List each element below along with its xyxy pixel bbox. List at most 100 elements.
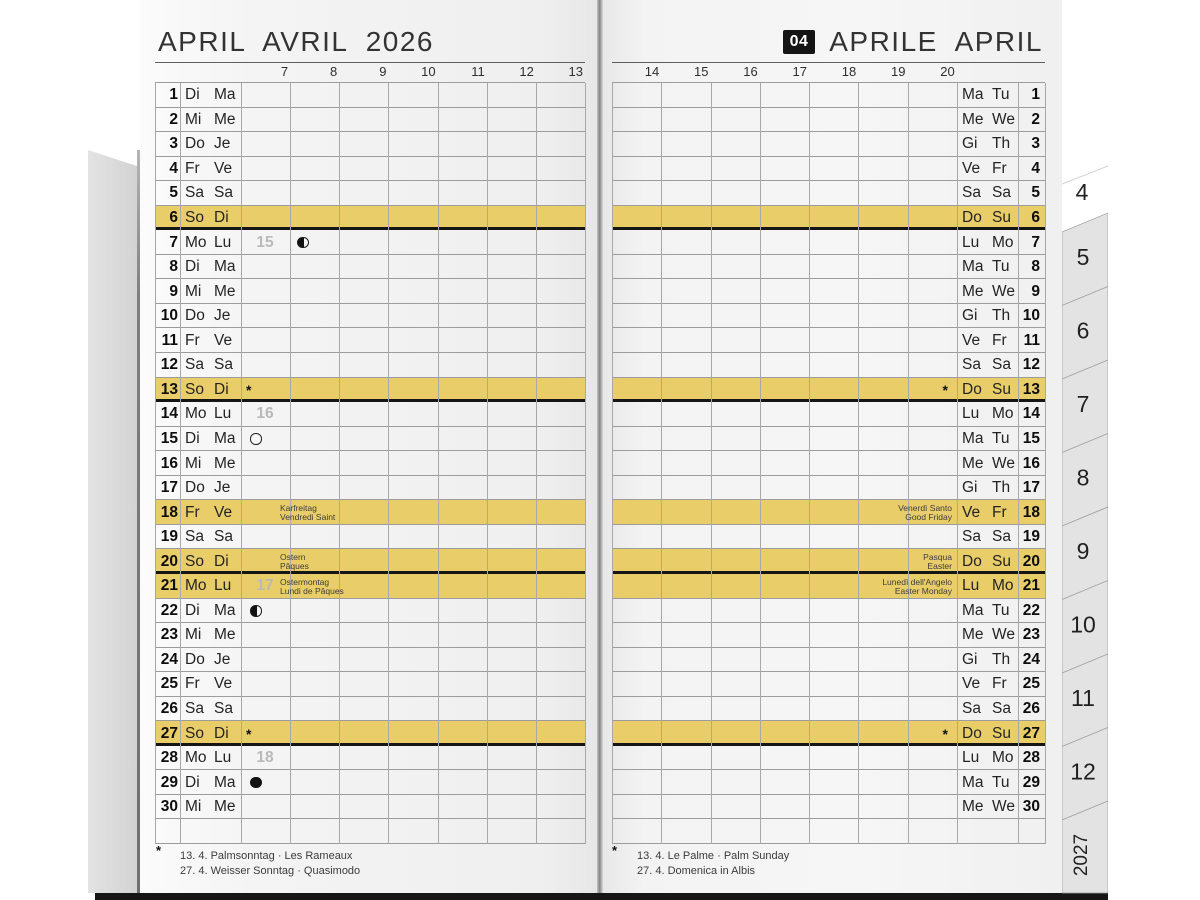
day-label-2: Tu — [992, 258, 1010, 276]
day-row — [155, 500, 585, 525]
day-row — [155, 648, 585, 673]
day-row — [155, 157, 585, 182]
day-label-2: Th — [992, 307, 1011, 325]
day-row — [612, 746, 1045, 771]
left-page: APRIL AVRIL 2026 * 13. 4. Palmsonntag · … — [140, 0, 597, 893]
hour-label: 10 — [421, 64, 436, 79]
day-label-1: Do — [962, 209, 982, 227]
tab-month-11[interactable]: 11 — [1062, 653, 1108, 747]
day-label-1: Fr — [185, 503, 200, 521]
day-label-2: Me — [214, 110, 236, 128]
day-row — [612, 132, 1045, 157]
moon-phase-half-icon — [250, 605, 262, 617]
hour-label: 12 — [519, 64, 534, 79]
day-label-2: We — [992, 282, 1015, 300]
day-label-2: Lu — [214, 233, 232, 251]
day-label-1: Me — [962, 798, 984, 816]
day-number: 11 — [161, 331, 178, 349]
tab-month-7[interactable]: 7 — [1062, 359, 1108, 453]
day-row — [612, 157, 1045, 182]
day-label-2: Lu — [214, 577, 232, 595]
day-row — [612, 795, 1045, 820]
day-number: 6 — [169, 209, 178, 227]
day-number: 26 — [1022, 700, 1040, 718]
grid-vline — [339, 83, 341, 845]
day-number: 30 — [1022, 798, 1040, 816]
day-label-2: Su — [992, 380, 1011, 398]
hour-label: 16 — [743, 64, 758, 79]
day-number: 14 — [160, 405, 178, 423]
day-number: 16 — [160, 454, 178, 472]
day-row — [612, 353, 1045, 378]
grid-vline — [759, 83, 761, 845]
day-label-1: So — [185, 380, 204, 398]
grid-vline — [710, 83, 712, 845]
month-tab-rail: 4 5 6 7 8 9 10 11 12 2027 — [1062, 165, 1108, 894]
tab-year-2027[interactable]: 2027 — [1062, 800, 1108, 894]
day-number: 23 — [1022, 626, 1040, 644]
day-label-2: Sa — [214, 528, 233, 546]
day-label-1: Lu — [962, 405, 980, 423]
hour-label: 14 — [644, 64, 660, 79]
asterisk-marker: * — [246, 381, 252, 398]
day-label-1: Do — [185, 307, 205, 325]
day-label-1: Ma — [962, 773, 984, 791]
moon-phase-half-icon — [297, 236, 309, 249]
day-number: 9 — [1031, 282, 1040, 300]
day-label-1: Sa — [185, 528, 204, 546]
day-label-2: Me — [214, 282, 236, 300]
svg-text:9: 9 — [1077, 538, 1090, 564]
day-number: 4 — [1031, 159, 1040, 177]
day-number: 28 — [160, 749, 178, 767]
day-number: 10 — [1022, 307, 1040, 325]
day-label-1: Di — [185, 601, 200, 619]
grid-vline — [661, 83, 663, 845]
svg-text:10: 10 — [1070, 612, 1096, 638]
grid-vline — [1045, 83, 1046, 845]
day-number: 28 — [1022, 749, 1040, 767]
tab-month-8[interactable]: 8 — [1062, 433, 1108, 527]
hour-label: 18 — [841, 64, 857, 79]
grid-vline — [585, 83, 586, 845]
tab-month-6[interactable]: 6 — [1062, 286, 1108, 380]
asterisk-marker: * — [942, 381, 948, 398]
tab-month-4-current[interactable]: 4 — [1062, 165, 1108, 205]
day-number: 23 — [160, 626, 178, 644]
month-number-badge: 04 — [783, 30, 815, 54]
day-label-2: Je — [214, 307, 231, 325]
tab-month-9[interactable]: 9 — [1062, 506, 1108, 600]
day-label-1: Ma — [962, 86, 984, 104]
grid-vline — [956, 83, 958, 845]
day-label-1: Sa — [185, 184, 204, 202]
day-number: 10 — [160, 307, 178, 325]
footnote-line: 13. 4. Le Palme · Palm Sunday — [637, 850, 790, 862]
grid-vline — [241, 83, 242, 845]
day-row — [612, 770, 1045, 795]
day-row — [155, 476, 585, 501]
day-label-1: Lu — [962, 233, 980, 251]
day-label-2: Fr — [992, 159, 1007, 177]
grid-vline — [486, 83, 488, 845]
day-row — [612, 377, 1045, 403]
day-label-1: Me — [962, 454, 984, 472]
day-label-2: Fr — [992, 331, 1007, 349]
footnote-line: 27. 4. Domenica in Albis — [637, 865, 756, 877]
holiday-label: Ostern Pâques — [280, 551, 309, 571]
asterisk-marker: * — [246, 725, 252, 742]
day-row — [155, 599, 585, 624]
svg-text:6: 6 — [1077, 318, 1090, 344]
svg-text:8: 8 — [1077, 465, 1090, 491]
day-number: 8 — [169, 258, 178, 276]
day-label-2: Sa — [992, 184, 1011, 202]
day-number: 21 — [1022, 577, 1040, 595]
day-row — [612, 500, 1045, 525]
day-row — [155, 377, 585, 403]
day-label-1: Ma — [962, 429, 984, 447]
day-number: 25 — [1022, 675, 1040, 693]
tab-month-12[interactable]: 12 — [1062, 727, 1108, 821]
tab-month-5[interactable]: 5 — [1062, 212, 1108, 306]
day-number: 11 — [1023, 331, 1040, 349]
tab-month-10[interactable]: 10 — [1062, 580, 1108, 674]
day-label-1: Do — [185, 650, 205, 668]
